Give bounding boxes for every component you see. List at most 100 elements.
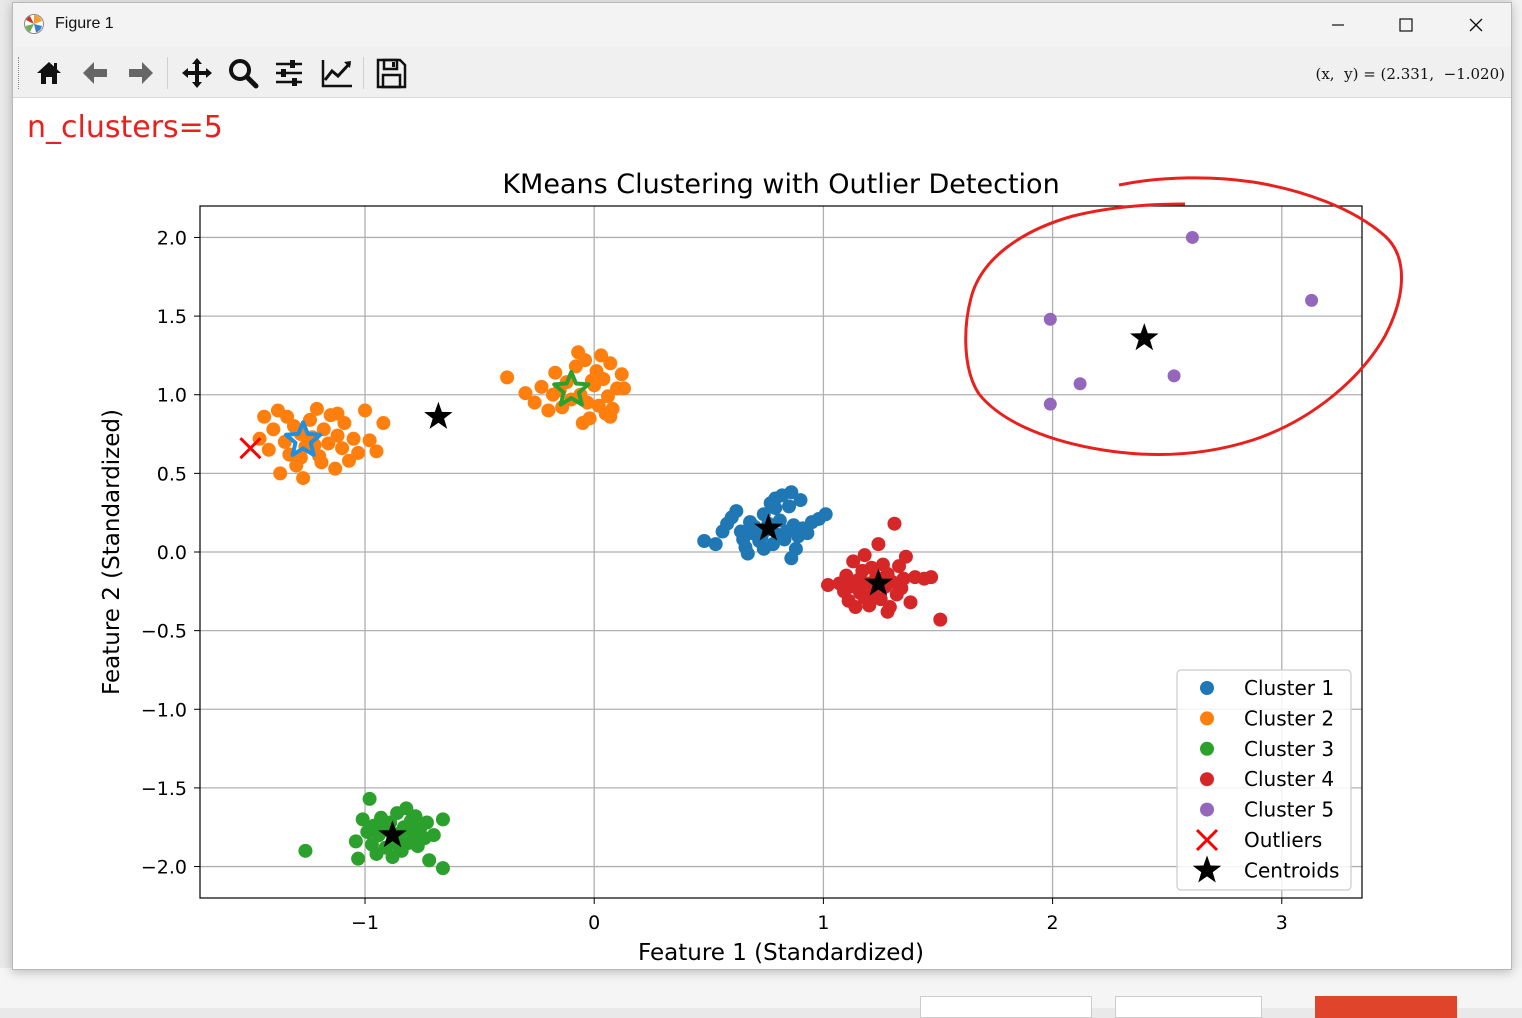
data-point bbox=[435, 812, 450, 827]
cursor-coordinate-readout: (x, y) = (2.331, −1.020) bbox=[1315, 65, 1505, 83]
home-button[interactable] bbox=[31, 55, 67, 91]
close-icon bbox=[1469, 18, 1483, 32]
background-button bbox=[920, 996, 1092, 1018]
data-point bbox=[296, 471, 311, 486]
data-point bbox=[346, 431, 361, 446]
y-axis-label: Feature 2 (Standardized) bbox=[99, 409, 125, 695]
outlier-marker bbox=[239, 437, 262, 460]
data-point bbox=[596, 372, 611, 386]
data-point bbox=[784, 551, 799, 566]
forward-button[interactable] bbox=[123, 55, 159, 91]
data-point bbox=[330, 428, 345, 443]
data-point bbox=[376, 416, 391, 431]
legend-label: Cluster 4 bbox=[1244, 767, 1334, 791]
data-point bbox=[273, 466, 288, 481]
legend-label: Outliers bbox=[1244, 828, 1322, 852]
data-point bbox=[351, 851, 366, 866]
data-point bbox=[800, 526, 815, 541]
data-point bbox=[321, 436, 336, 451]
y-tick-label: −1.0 bbox=[141, 699, 187, 721]
data-point bbox=[768, 500, 783, 515]
centroid-marker bbox=[424, 401, 453, 429]
data-point bbox=[303, 412, 318, 427]
data-point bbox=[1043, 312, 1057, 326]
data-point bbox=[1073, 377, 1087, 391]
data-point bbox=[314, 455, 329, 470]
data-point bbox=[708, 537, 723, 552]
data-point bbox=[784, 485, 799, 500]
data-point bbox=[419, 815, 434, 830]
data-point bbox=[594, 348, 609, 363]
centroid-marker bbox=[754, 513, 783, 541]
centroid-marker bbox=[864, 568, 893, 596]
zoom-button[interactable] bbox=[225, 55, 261, 91]
configure-subplots-button[interactable] bbox=[271, 55, 307, 91]
data-point bbox=[403, 823, 418, 838]
data-point bbox=[534, 379, 549, 394]
navigation-toolbar: (x, y) = (2.331, −1.020) bbox=[13, 47, 1511, 98]
data-point bbox=[545, 387, 560, 402]
data-point bbox=[933, 612, 948, 627]
data-point bbox=[527, 395, 542, 410]
data-point bbox=[600, 389, 615, 404]
maximize-icon bbox=[1399, 18, 1413, 32]
y-tick-label: −1.5 bbox=[141, 778, 187, 800]
title-bar[interactable]: Figure 1 bbox=[13, 3, 1511, 47]
legend-label: Cluster 3 bbox=[1244, 737, 1334, 761]
data-point bbox=[887, 516, 902, 531]
data-point bbox=[1185, 230, 1199, 244]
matplotlib-app-icon bbox=[24, 14, 44, 34]
pan-icon bbox=[182, 58, 212, 88]
centroid-marker bbox=[1130, 323, 1159, 351]
data-point bbox=[898, 549, 913, 564]
data-point bbox=[782, 499, 797, 514]
data-point bbox=[422, 853, 437, 868]
background-app-strip bbox=[1512, 0, 1522, 1008]
data-point bbox=[548, 365, 563, 380]
data-point bbox=[871, 537, 886, 552]
toolbar-separator bbox=[167, 57, 168, 89]
maximize-button[interactable] bbox=[1371, 3, 1441, 47]
data-point bbox=[740, 546, 755, 561]
centroid-marker bbox=[378, 820, 407, 848]
data-point bbox=[541, 403, 556, 418]
data-point bbox=[1305, 293, 1319, 307]
data-point bbox=[617, 381, 632, 396]
star-outline-marker bbox=[284, 420, 323, 457]
forward-arrow-icon bbox=[129, 62, 153, 84]
home-icon bbox=[37, 62, 61, 84]
data-point bbox=[362, 791, 377, 806]
edit-axis-button[interactable] bbox=[319, 55, 355, 91]
data-point bbox=[571, 345, 586, 360]
data-point bbox=[857, 548, 872, 563]
toolbar-grip bbox=[18, 57, 21, 89]
x-axis-ticks: −1 0 1 2 3 bbox=[351, 898, 1288, 934]
scatter-plot[interactable]: −1 0 1 2 3 2.0 1.5 1.0 0.5 0.0 −0.5 −1.0 −1.5 −2.0 C… bbox=[13, 98, 1511, 969]
data-point bbox=[518, 386, 533, 401]
data-point bbox=[335, 441, 350, 456]
minimize-button[interactable] bbox=[1303, 3, 1373, 47]
back-button[interactable] bbox=[77, 55, 113, 91]
pan-button[interactable] bbox=[179, 55, 215, 91]
figure-canvas[interactable]: −1 0 1 2 3 2.0 1.5 1.0 0.5 0.0 −0.5 −1.0 −1.5 −2.0 C… bbox=[13, 98, 1511, 969]
y-tick-label: −2.0 bbox=[141, 857, 187, 879]
data-point bbox=[729, 504, 744, 519]
data-point bbox=[603, 409, 618, 424]
data-point bbox=[820, 578, 835, 593]
data-point bbox=[399, 801, 414, 816]
data-point bbox=[839, 568, 854, 583]
data-point bbox=[257, 409, 272, 424]
red-hand-drawn-circle-annotation bbox=[964, 176, 1403, 457]
legend-marker bbox=[1200, 741, 1214, 756]
legend-box bbox=[1176, 669, 1352, 891]
data-point bbox=[1043, 397, 1057, 411]
close-button[interactable] bbox=[1441, 3, 1511, 47]
legend-marker bbox=[1200, 772, 1214, 787]
x-tick-label: −1 bbox=[351, 912, 379, 934]
data-point bbox=[280, 409, 295, 424]
data-point bbox=[580, 395, 595, 410]
x-tick-label: 3 bbox=[1276, 912, 1288, 934]
data-point bbox=[355, 812, 370, 827]
save-button[interactable] bbox=[373, 55, 409, 91]
y-axis-ticks: 2.0 1.5 1.0 0.5 0.0 −0.5 −1.0 −1.5 −2.0 bbox=[141, 227, 200, 879]
